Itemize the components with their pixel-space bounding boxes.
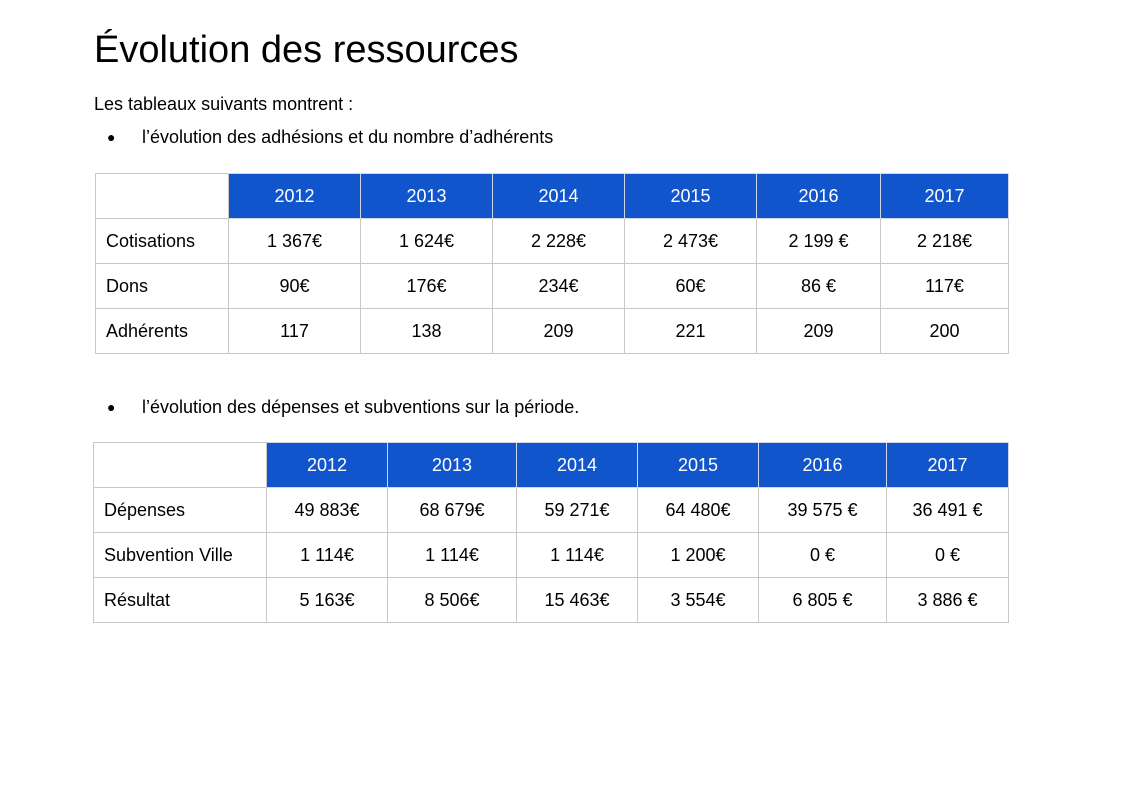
table-cell: 0 € — [758, 532, 887, 578]
table-cell: 5 163€ — [266, 577, 388, 623]
table-cell: 1 624€ — [360, 218, 493, 264]
table-cell: 36 491 € — [886, 487, 1009, 533]
table-cell: 200 — [880, 308, 1009, 354]
table-cell: 49 883€ — [266, 487, 388, 533]
table-cell: 2 473€ — [624, 218, 757, 264]
table-cell: 1 114€ — [387, 532, 517, 578]
bullet-text: l’évolution des dépenses et subventions … — [142, 397, 580, 417]
table-cell: 68 679€ — [387, 487, 517, 533]
year-header-cell: 2017 — [886, 442, 1009, 488]
table-cell: 2 228€ — [492, 218, 625, 264]
table-cell: 15 463€ — [516, 577, 638, 623]
table-corner-cell — [95, 173, 229, 219]
year-header-cell: 2017 — [880, 173, 1009, 219]
bullet-text: l’évolution des adhésions et du nombre d… — [142, 127, 554, 147]
page-title: Évolution des ressources — [94, 29, 519, 71]
table-cell: 2 199 € — [756, 218, 881, 264]
table-row: Cotisations 1 367€ 1 624€ 2 228€ 2 473€ … — [95, 218, 1009, 264]
table-cell: 1 200€ — [637, 532, 759, 578]
table-cell: 209 — [492, 308, 625, 354]
table-row: Dons 90€ 176€ 234€ 60€ 86 € 117€ — [95, 263, 1009, 309]
table-cell: 1 114€ — [266, 532, 388, 578]
row-label: Subvention Ville — [93, 532, 267, 578]
table-cell: 1 367€ — [228, 218, 361, 264]
table-cell: 86 € — [756, 263, 881, 309]
table-row: Subvention Ville 1 114€ 1 114€ 1 114€ 1 … — [93, 532, 1009, 578]
bullet-item-adhesions: ● l’évolution des adhésions et du nombre … — [107, 126, 553, 148]
table-cell: 0 € — [886, 532, 1009, 578]
table-cell: 221 — [624, 308, 757, 354]
table-cell: 176€ — [360, 263, 493, 309]
row-label: Dépenses — [93, 487, 267, 533]
table-cell: 138 — [360, 308, 493, 354]
table-cell: 117 — [228, 308, 361, 354]
year-header-cell: 2016 — [758, 442, 887, 488]
table-cell: 90€ — [228, 263, 361, 309]
year-header-cell: 2016 — [756, 173, 881, 219]
intro-text: Les tableaux suivants montrent : — [94, 94, 354, 114]
table-cell: 1 114€ — [516, 532, 638, 578]
table-cell: 2 218€ — [880, 218, 1009, 264]
row-label: Adhérents — [95, 308, 229, 354]
row-label: Résultat — [93, 577, 267, 623]
table-header-row: 2012 2013 2014 2015 2016 2017 — [95, 173, 1009, 219]
table-cell: 117€ — [880, 263, 1009, 309]
table-cell: 64 480€ — [637, 487, 759, 533]
year-header-cell: 2015 — [637, 442, 759, 488]
row-label: Dons — [95, 263, 229, 309]
table-cell: 39 575 € — [758, 487, 887, 533]
table-cell: 60€ — [624, 263, 757, 309]
table-row: Adhérents 117 138 209 221 209 200 — [95, 308, 1009, 354]
table-cell: 8 506€ — [387, 577, 517, 623]
year-header-cell: 2014 — [516, 442, 638, 488]
row-label: Cotisations — [95, 218, 229, 264]
table-cell: 6 805 € — [758, 577, 887, 623]
bullet-dot-icon: ● — [107, 129, 116, 145]
table-corner-cell — [93, 442, 267, 488]
table-row: Dépenses 49 883€ 68 679€ 59 271€ 64 480€… — [93, 487, 1009, 533]
year-header-cell: 2013 — [387, 442, 517, 488]
year-header-cell: 2015 — [624, 173, 757, 219]
year-header-cell: 2013 — [360, 173, 493, 219]
table-row: Résultat 5 163€ 8 506€ 15 463€ 3 554€ 6 … — [93, 577, 1009, 623]
year-header-cell: 2012 — [228, 173, 361, 219]
table-cell: 3 886 € — [886, 577, 1009, 623]
table-cell: 59 271€ — [516, 487, 638, 533]
table-cell: 234€ — [492, 263, 625, 309]
table-cell: 209 — [756, 308, 881, 354]
table-header-row: 2012 2013 2014 2015 2016 2017 — [93, 442, 1009, 488]
year-header-cell: 2012 — [266, 442, 388, 488]
table-cell: 3 554€ — [637, 577, 759, 623]
bullet-dot-icon: ● — [107, 399, 116, 415]
bullet-item-depenses: ● l’évolution des dépenses et subventions… — [107, 396, 579, 418]
year-header-cell: 2014 — [492, 173, 625, 219]
depenses-table: 2012 2013 2014 2015 2016 2017 Dépenses 4… — [93, 442, 1009, 623]
adhesions-table: 2012 2013 2014 2015 2016 2017 Cotisation… — [95, 173, 1009, 354]
